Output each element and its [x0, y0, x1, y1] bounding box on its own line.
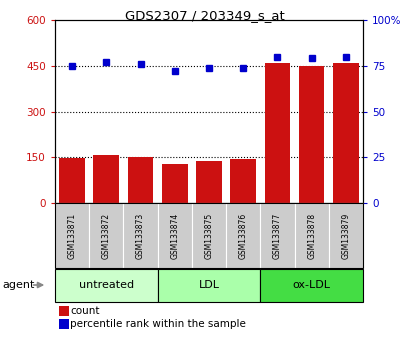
- Text: GSM133874: GSM133874: [170, 212, 179, 259]
- Bar: [196, 161, 221, 203]
- Bar: [260, 269, 362, 302]
- Bar: [157, 203, 191, 268]
- Bar: [191, 203, 225, 268]
- Bar: [55, 203, 89, 268]
- Bar: [93, 155, 119, 203]
- Text: GSM133871: GSM133871: [67, 212, 76, 258]
- Bar: [59, 319, 69, 329]
- Text: count: count: [70, 306, 99, 316]
- Text: LDL: LDL: [198, 280, 219, 291]
- Bar: [55, 269, 157, 302]
- Bar: [157, 269, 260, 302]
- Text: GSM133875: GSM133875: [204, 212, 213, 259]
- Text: ox-LDL: ox-LDL: [292, 280, 330, 291]
- Bar: [328, 203, 362, 268]
- Text: untreated: untreated: [79, 280, 134, 291]
- Bar: [260, 203, 294, 268]
- Text: GSM133879: GSM133879: [341, 212, 350, 259]
- Text: GSM133873: GSM133873: [136, 212, 145, 259]
- Text: GDS2307 / 203349_s_at: GDS2307 / 203349_s_at: [125, 9, 284, 22]
- Text: GSM133877: GSM133877: [272, 212, 281, 259]
- Bar: [162, 164, 187, 203]
- Bar: [89, 203, 123, 268]
- Bar: [264, 63, 290, 203]
- Bar: [294, 203, 328, 268]
- Bar: [128, 157, 153, 203]
- Bar: [59, 158, 85, 203]
- Bar: [225, 203, 260, 268]
- Text: GSM133872: GSM133872: [101, 212, 110, 258]
- Text: agent: agent: [2, 280, 34, 290]
- Bar: [123, 203, 157, 268]
- Bar: [332, 63, 358, 203]
- Bar: [230, 159, 256, 203]
- Bar: [59, 306, 69, 316]
- Text: GSM133876: GSM133876: [238, 212, 247, 259]
- Text: percentile rank within the sample: percentile rank within the sample: [70, 319, 245, 329]
- Text: GSM133878: GSM133878: [306, 212, 315, 258]
- Bar: [298, 66, 324, 203]
